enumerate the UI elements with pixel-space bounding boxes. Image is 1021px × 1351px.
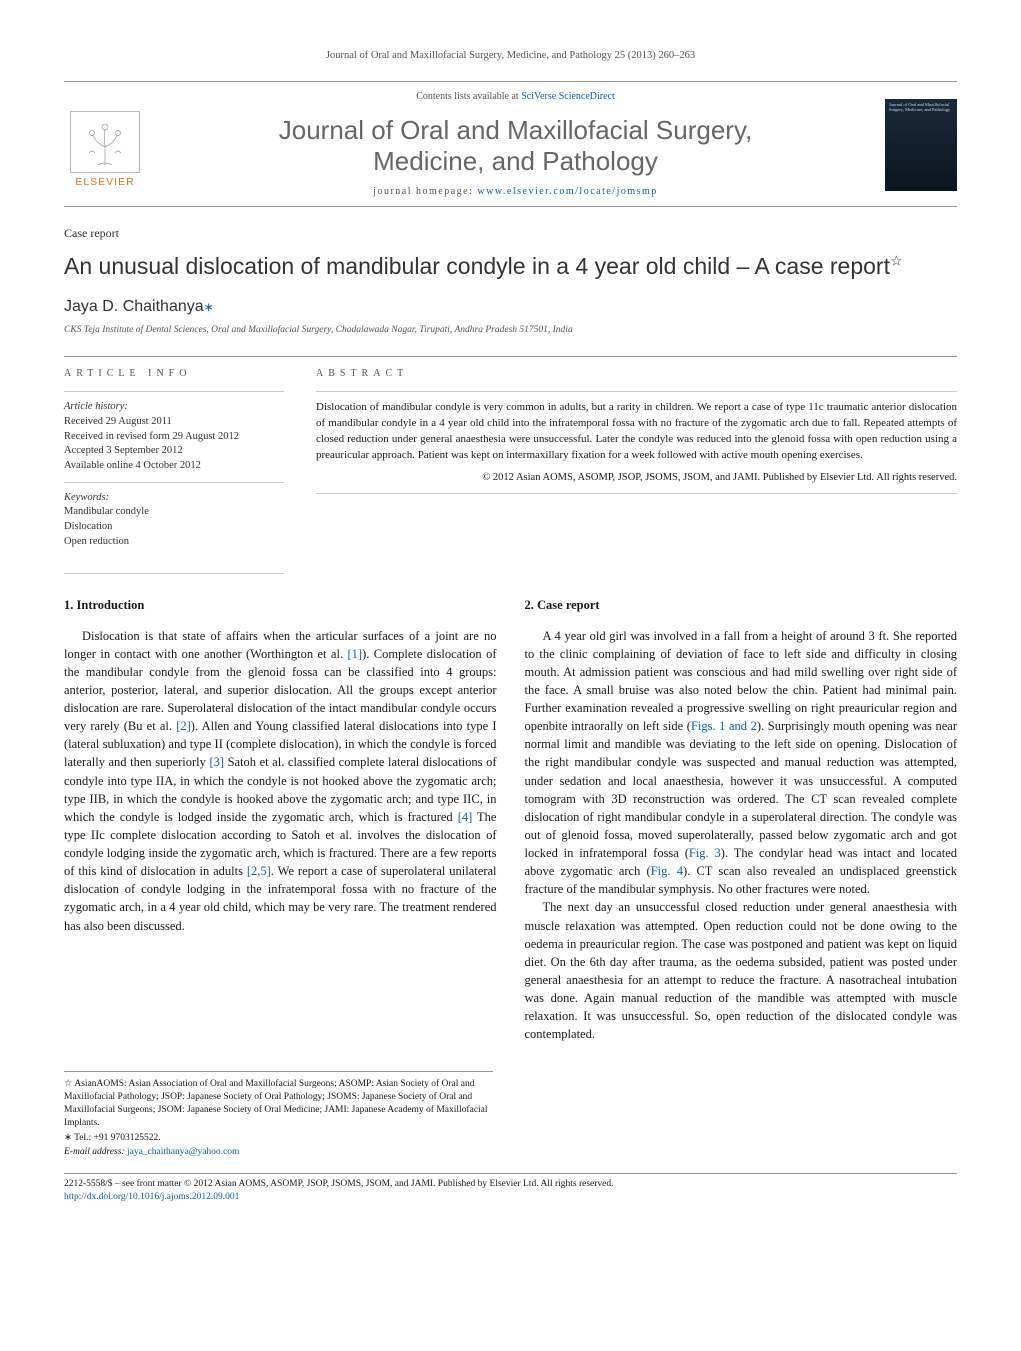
section-2-para2: The next day an unsuccessful closed redu… <box>525 898 958 1043</box>
abstract-rule <box>316 391 957 392</box>
author-name[interactable]: Jaya D. Chaithanya <box>64 298 204 315</box>
elsevier-tree-icon <box>70 111 140 173</box>
journal-homepage: journal homepage: www.elsevier.com/locat… <box>158 185 873 200</box>
keywords-label: Keywords: <box>64 491 284 506</box>
publisher-name: ELSEVIER <box>75 175 134 190</box>
s1-text: Dislocation is that state of affairs whe… <box>64 629 497 933</box>
doi-link[interactable]: http://dx.doi.org/10.1016/j.ajoms.2012.0… <box>64 1192 239 1202</box>
footnote-societies: ☆ AsianAOMS: Asian Association of Oral a… <box>64 1078 493 1129</box>
section-2-head: 2. Case report <box>525 596 958 614</box>
info-rule <box>64 391 284 392</box>
keywords-block: Keywords: Mandibular condyle Dislocation… <box>64 491 284 550</box>
online-date: Available online 4 October 2012 <box>64 459 284 474</box>
abstract-head: abstract <box>316 367 957 382</box>
cover-thumb-text: Journal of Oral and Maxillofacial Surger… <box>889 103 953 113</box>
journal-name-l1: Journal of Oral and Maxillofacial Surger… <box>279 115 753 145</box>
keyword: Dislocation <box>64 520 284 535</box>
publisher-logo: ELSEVIER <box>64 100 146 190</box>
abstract-copyright: © 2012 Asian AOMS, ASOMP, JSOP, JSOMS, J… <box>316 470 957 485</box>
section-1-para: Dislocation is that state of affairs whe… <box>64 627 497 935</box>
affiliation: CKS Teja Institute of Dental Sciences, O… <box>64 324 957 338</box>
keyword: Mandibular condyle <box>64 505 284 520</box>
history-label: Article history: <box>64 400 284 415</box>
footnotes: ☆ AsianAOMS: Asian Association of Oral a… <box>64 1071 493 1159</box>
masthead: ELSEVIER Contents lists available at Sci… <box>64 81 957 206</box>
s2p1-text: A 4 year old girl was involved in a fall… <box>525 629 958 897</box>
abstract-col: abstract Dislocation of mandibular condy… <box>316 367 957 550</box>
body-columns: 1. Introduction Dislocation is that stat… <box>64 596 957 1043</box>
article-history: Article history: Received 29 August 2011… <box>64 400 284 473</box>
running-header: Journal of Oral and Maxillofacial Surger… <box>64 48 957 63</box>
info-rule <box>64 482 284 483</box>
title-footnote-star: ☆ <box>890 252 903 268</box>
corresponding-mark: ∗ <box>204 300 214 314</box>
page-footer: 2212-5558/$ – see front matter © 2012 As… <box>64 1173 957 1203</box>
rule <box>64 356 957 357</box>
accepted-date: Accepted 3 September 2012 <box>64 444 284 459</box>
home-link[interactable]: www.elsevier.com/locate/jomsmp <box>477 186 657 197</box>
masthead-center: Contents lists available at SciVerse Sci… <box>158 90 873 199</box>
section-1-head: 1. Introduction <box>64 596 497 614</box>
abstract-text: Dislocation of mandibular condyle is ver… <box>316 400 957 464</box>
sciencedirect-link[interactable]: SciVerse ScienceDirect <box>521 91 615 102</box>
article-title: An unusual dislocation of mandibular con… <box>64 252 957 281</box>
home-prefix: journal homepage: <box>373 186 477 197</box>
email-link[interactable]: jaya_chaithanya@yahoo.com <box>127 1147 239 1157</box>
contents-prefix: Contents lists available at <box>416 91 521 102</box>
article-type: Case report <box>64 225 957 242</box>
footnote-email: E-mail address: jaya_chaithanya@yahoo.co… <box>64 1146 493 1159</box>
s2p2-text: The next day an unsuccessful closed redu… <box>525 900 958 1041</box>
author-line: Jaya D. Chaithanya∗ <box>64 295 957 318</box>
received-date: Received 29 August 2011 <box>64 415 284 430</box>
journal-name-l2: Medicine, and Pathology <box>373 146 658 176</box>
article-info-head: article info <box>64 367 284 382</box>
revised-date: Received in revised form 29 August 2012 <box>64 430 284 445</box>
section-2-para1: A 4 year old girl was involved in a fall… <box>525 627 958 899</box>
email-label: E-mail address: <box>64 1147 127 1157</box>
issn-line: 2212-5558/$ – see front matter © 2012 As… <box>64 1178 957 1190</box>
journal-cover-thumb: Journal of Oral and Maxillofacial Surger… <box>885 99 957 191</box>
partial-rule <box>64 573 284 574</box>
journal-name: Journal of Oral and Maxillofacial Surger… <box>158 115 873 177</box>
article-info-col: article info Article history: Received 2… <box>64 367 284 550</box>
footnote-tel: ∗ Tel.: +91 9703125522. <box>64 1132 493 1145</box>
contents-available: Contents lists available at SciVerse Sci… <box>158 90 873 105</box>
info-abstract-row: article info Article history: Received 2… <box>64 367 957 550</box>
abstract-rule-bottom <box>316 493 957 494</box>
title-text: An unusual dislocation of mandibular con… <box>64 253 890 279</box>
keyword: Open reduction <box>64 535 284 550</box>
